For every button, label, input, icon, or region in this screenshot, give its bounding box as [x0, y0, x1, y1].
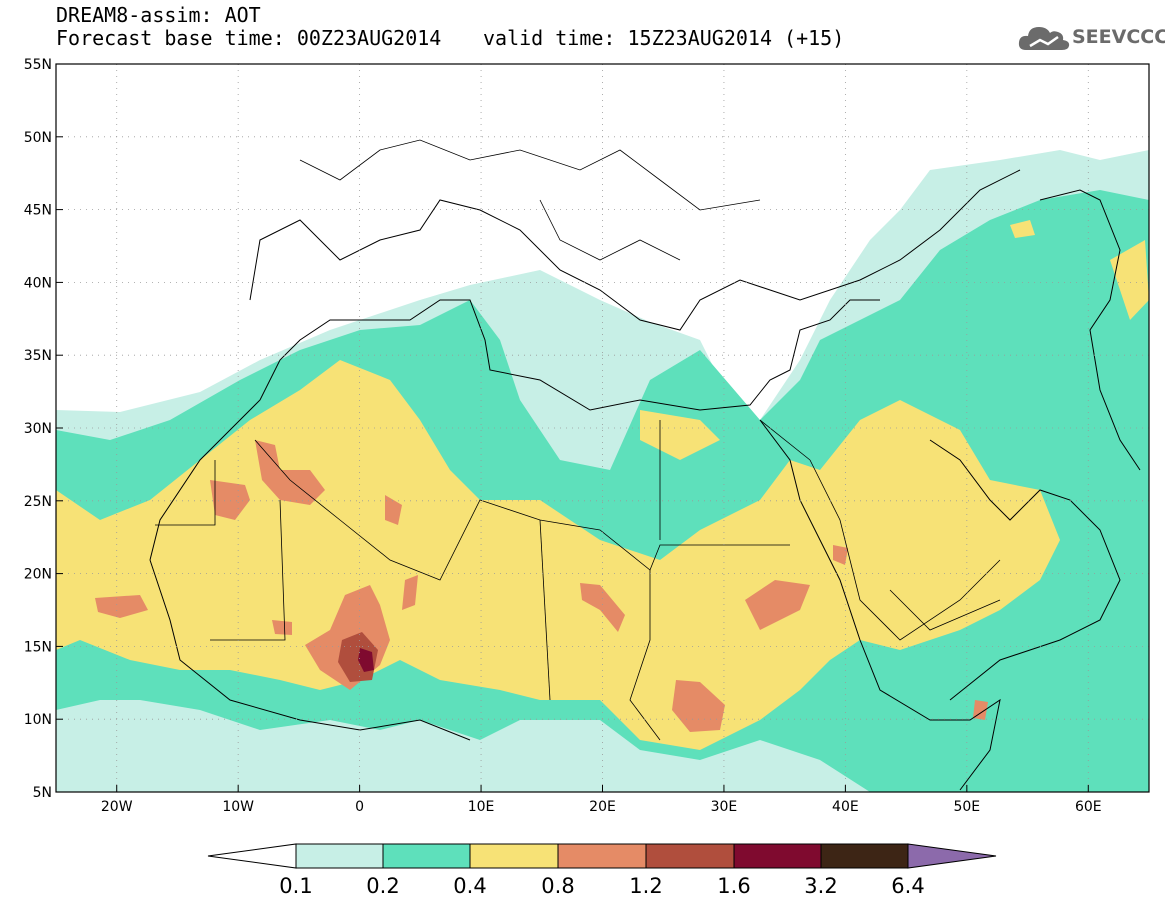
logo-text: SEEVCCC — [1072, 26, 1165, 48]
lat-tick-label: 20N — [24, 567, 52, 583]
lat-tick-label: 15N — [24, 639, 52, 655]
lon-tick-label: 60E — [1075, 799, 1102, 815]
coastlines — [149, 169, 1141, 791]
colorbar-box — [820, 843, 909, 869]
map-title: DREAM8-assim: AOT — [56, 3, 261, 27]
colorbar-label: 0.2 — [366, 874, 399, 898]
lon-tick-label: 50E — [953, 799, 980, 815]
colorbar-boxes — [207, 843, 997, 869]
colorbar-label: 0.8 — [541, 874, 574, 898]
aot-map: 55N 50N 45N 40N 35N 30N 25N 20N 15N 10N 5N 20W 10W 0 1… — [24, 57, 1150, 815]
colorbar-box — [469, 843, 559, 869]
colorbar-label: 6.4 — [891, 874, 924, 898]
valid-time: valid time: 15Z23AUG2014 (+15) — [483, 26, 845, 50]
colorbar-label: 0.1 — [279, 874, 312, 898]
lon-tick-label: 10W — [222, 799, 254, 815]
colorbar-label: 3.2 — [804, 874, 837, 898]
colorbar-labels: 0.1 0.2 0.4 0.8 1.2 1.6 3.2 6.4 — [279, 874, 924, 898]
colorbar-box — [295, 843, 384, 869]
lon-tick-label: 30E — [711, 799, 738, 815]
colorbar-label: 1.2 — [629, 874, 662, 898]
colorbar-label: 0.4 — [453, 874, 486, 898]
lat-tick-label: 55N — [24, 57, 52, 73]
colorbar-box — [382, 843, 471, 869]
lat-lon-grid — [56, 63, 1149, 793]
lat-tick-label: 50N — [24, 130, 52, 146]
lat-tick-label: 25N — [24, 494, 52, 510]
lon-tick-label: 20E — [589, 799, 616, 815]
cloud-logo-icon — [1018, 27, 1070, 50]
lat-tick-label: 35N — [24, 348, 52, 364]
lat-tick-label: 40N — [24, 275, 52, 291]
lat-tick-label: 45N — [24, 203, 52, 219]
lon-tick-label: 10E — [468, 799, 495, 815]
axis-ticks: 55N 50N 45N 40N 35N 30N 25N 20N 15N 10N 5N 20W 10W 0 1… — [24, 57, 1102, 815]
lon-tick-label: 40E — [832, 799, 859, 815]
country-borders — [155, 139, 1001, 741]
lat-tick-label: 30N — [24, 421, 52, 437]
colorbar-label: 1.6 — [717, 874, 750, 898]
colorbar-over-triangle — [907, 843, 997, 869]
forecast-times: Forecast base time: 00Z23AUG2014 valid ti… — [56, 26, 844, 50]
colorbar-under-triangle — [207, 843, 297, 869]
lat-tick-label: 5N — [33, 785, 52, 801]
aot-level-1-6 — [358, 648, 374, 672]
lon-tick-label: 0 — [355, 799, 364, 815]
base-time: Forecast base time: 00Z23AUG2014 — [56, 26, 442, 50]
seevccc-logo: SEEVCCC — [1018, 22, 1165, 56]
colorbar-box — [645, 843, 735, 869]
colorbar-box — [557, 843, 647, 869]
colorbar-box — [733, 843, 822, 869]
lon-tick-label: 20W — [101, 799, 133, 815]
lat-tick-label: 10N — [24, 712, 52, 728]
